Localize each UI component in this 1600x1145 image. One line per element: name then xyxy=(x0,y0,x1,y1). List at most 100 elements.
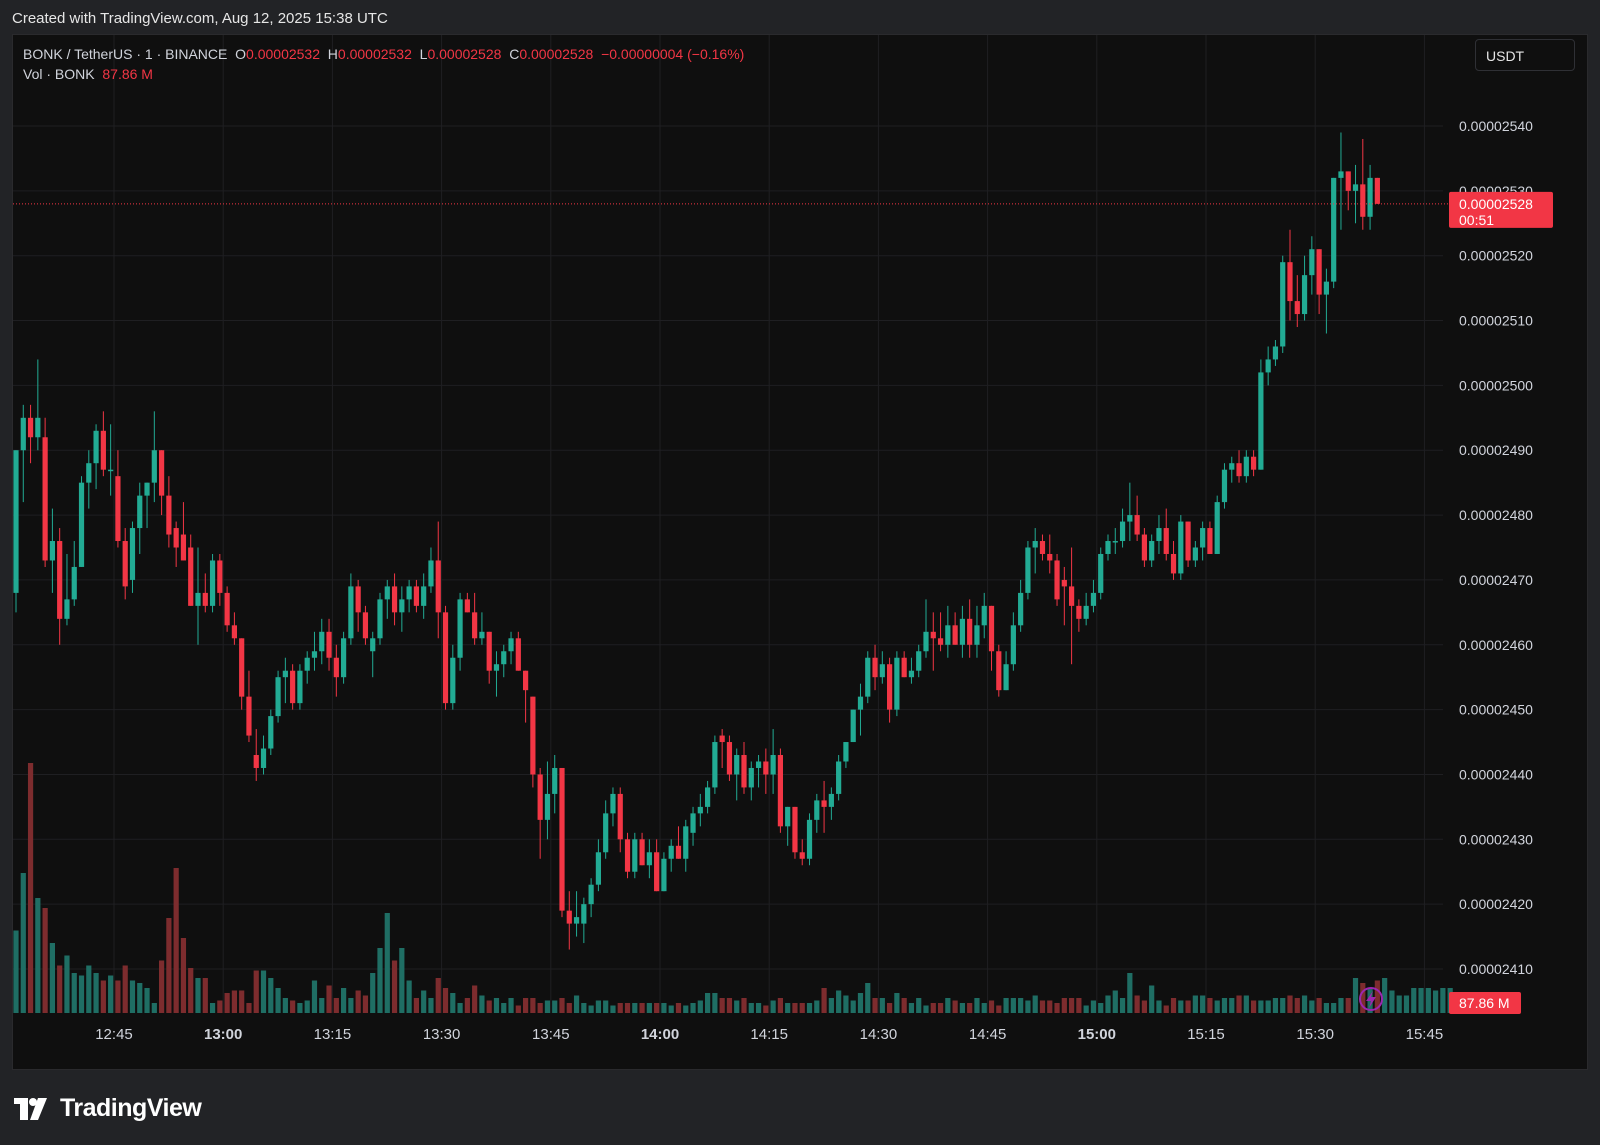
candle-body xyxy=(734,755,740,775)
volume-bar xyxy=(137,983,143,1013)
volume-bar xyxy=(552,1000,558,1013)
volume-bar xyxy=(1280,998,1286,1013)
volume-bar xyxy=(472,985,478,1013)
volume-bar xyxy=(1265,1000,1271,1013)
tradingview-logo[interactable]: TradingView xyxy=(14,1094,202,1123)
volume-label[interactable]: Vol · BONK xyxy=(23,66,95,82)
candle-body xyxy=(173,528,179,548)
volume-bar xyxy=(806,1003,813,1013)
candle-body xyxy=(530,696,536,775)
volume-bar xyxy=(1047,1000,1053,1013)
price-tag-value: 0.00002528 xyxy=(1459,196,1533,212)
volume-bar xyxy=(857,993,864,1013)
volume-bar xyxy=(326,985,332,1013)
volume-bar xyxy=(894,993,900,1013)
candle-body xyxy=(311,651,318,658)
volume-bar xyxy=(799,1003,805,1013)
candle-body xyxy=(603,813,609,853)
candle-body xyxy=(166,495,172,535)
candle-body xyxy=(741,755,747,788)
chart-frame[interactable]: 0.00002540 0.00002530 0.00002520 0.00002510… xyxy=(12,34,1588,1070)
volume-bar xyxy=(1105,995,1111,1013)
volume-bar xyxy=(617,1003,623,1013)
candle-body xyxy=(450,657,456,704)
volume-bar xyxy=(1236,995,1242,1013)
volume-bar xyxy=(792,1003,798,1013)
tradingview-logo-icon xyxy=(14,1097,52,1120)
candle-body xyxy=(49,541,55,561)
candle-body xyxy=(879,664,885,678)
volume-bar xyxy=(129,980,136,1013)
volume-bar xyxy=(755,1003,762,1013)
volume-bar xyxy=(683,1005,689,1013)
volume-bar xyxy=(13,930,19,1013)
symbol-label[interactable]: BONK / TetherUS · 1 · BINANCE xyxy=(23,46,228,62)
volume-bar xyxy=(828,998,834,1013)
x-axis-label: 15:15 xyxy=(1187,1026,1225,1043)
candle-body xyxy=(362,612,369,639)
volume-bar xyxy=(967,1003,973,1013)
candle-body xyxy=(988,605,995,652)
x-axis-label: 13:45 xyxy=(532,1026,570,1043)
volume-bar xyxy=(1345,998,1351,1013)
volume-bar xyxy=(544,1000,551,1013)
volume-bar xyxy=(413,998,419,1013)
volume-bar xyxy=(1272,998,1279,1013)
chart-svg[interactable]: 0.000025400.000025300.000025200.00002510… xyxy=(13,35,1589,1071)
volume-bar xyxy=(377,948,383,1013)
volume-bar xyxy=(610,1005,616,1013)
volume-bar xyxy=(1411,988,1417,1013)
candle-body xyxy=(1018,592,1024,626)
candle-body xyxy=(260,748,267,768)
volume-bar xyxy=(814,1000,820,1013)
y-axis-label: 0.00002460 xyxy=(1459,637,1533,653)
candle-body xyxy=(785,806,791,827)
candle-body xyxy=(937,638,944,645)
candle-body xyxy=(290,670,296,704)
volume-bar xyxy=(71,973,77,1013)
volume-bar xyxy=(595,1000,601,1013)
y-axis-label: 0.00002470 xyxy=(1459,572,1533,588)
candle-body xyxy=(967,618,973,645)
volume-bar xyxy=(209,1003,216,1013)
volume-bar xyxy=(479,995,485,1013)
candle-body xyxy=(1105,541,1111,554)
candle-body xyxy=(1170,553,1177,574)
candle-body xyxy=(1178,521,1184,574)
candle-body xyxy=(1309,249,1315,276)
volume-bar xyxy=(777,998,783,1013)
volume-bar xyxy=(763,1005,769,1013)
candle-body xyxy=(770,755,776,775)
volume-bar xyxy=(450,993,456,1013)
volume-bar xyxy=(930,1003,936,1013)
volume-bar xyxy=(239,990,245,1013)
volume-bar xyxy=(93,973,99,1013)
y-axis-label: 0.00002430 xyxy=(1459,831,1533,847)
lightning-bolt-icon xyxy=(1359,987,1383,1011)
candle-body xyxy=(188,547,194,606)
candle-body xyxy=(333,657,339,678)
candle-body xyxy=(1236,463,1242,477)
volume-bar xyxy=(42,908,48,1013)
candle-body xyxy=(821,800,827,807)
volume-bar xyxy=(355,990,361,1013)
currency-selector[interactable]: USDT xyxy=(1475,39,1575,71)
candle-body xyxy=(719,735,725,743)
volume-bar xyxy=(268,978,274,1013)
candle-body xyxy=(1069,586,1075,606)
volume-bar xyxy=(1352,978,1359,1013)
candle-body xyxy=(1025,547,1031,593)
candle-body xyxy=(923,631,929,652)
volume-bar xyxy=(581,1003,587,1013)
x-axis-label: 14:45 xyxy=(969,1026,1007,1043)
candle-body xyxy=(413,586,419,606)
volume-bar xyxy=(1127,973,1133,1013)
volume-bar xyxy=(49,943,55,1013)
candle-body xyxy=(115,476,121,542)
volume-bar xyxy=(173,868,179,1013)
volume-bar xyxy=(428,998,434,1013)
candle-body xyxy=(1003,664,1009,691)
volume-bar xyxy=(217,1000,223,1013)
volume-bar xyxy=(523,998,529,1013)
volume-bar xyxy=(508,998,514,1013)
